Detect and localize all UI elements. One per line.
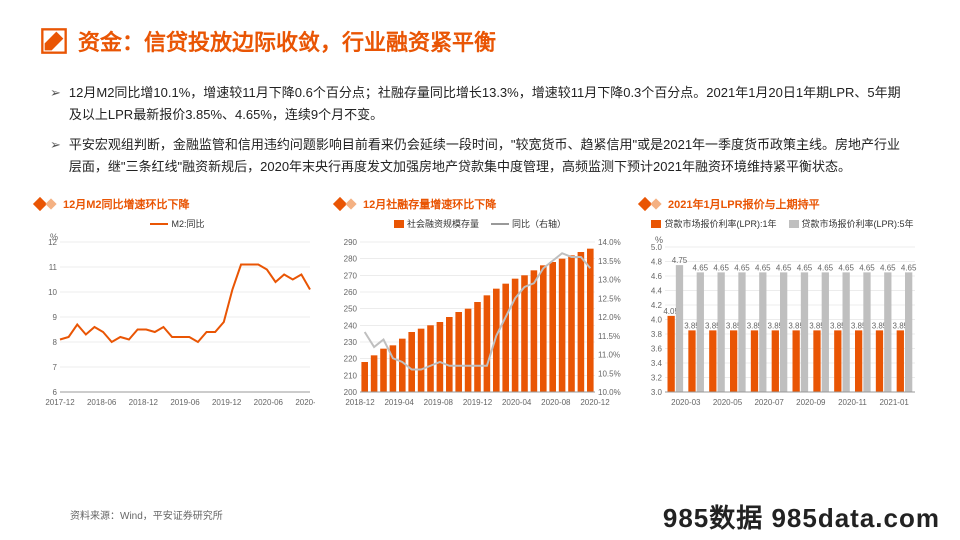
chart-title: 12月社融存量增速环比下降	[335, 196, 625, 212]
page-header: 资金：信贷投放边际收敛，行业融资紧平衡	[0, 0, 960, 72]
bullet-list: ➢12月M2同比增10.1%，增速较11月下降0.6个百分点；社融存量同比增长1…	[0, 72, 960, 191]
svg-text:4.65: 4.65	[859, 264, 875, 273]
bullet-text: 平安宏观组判断，金融监管和信用违约问题影响目前看来仍会延续一段时间，"较宽货币、…	[69, 134, 910, 178]
svg-text:3.6: 3.6	[651, 345, 663, 354]
svg-text:6: 6	[53, 388, 58, 397]
svg-text:4.65: 4.65	[797, 264, 813, 273]
svg-text:2017-12: 2017-12	[45, 398, 75, 407]
chart-m2: 12月M2同比增速环比下降 M2:同比 6789101112%2017-1220…	[35, 196, 320, 417]
svg-text:7: 7	[53, 363, 58, 372]
svg-text:9: 9	[53, 313, 58, 322]
svg-text:4.65: 4.65	[818, 264, 834, 273]
svg-text:4.65: 4.65	[776, 264, 792, 273]
svg-text:11: 11	[49, 263, 58, 272]
svg-text:14.0%: 14.0%	[598, 238, 621, 247]
svg-text:2020-12: 2020-12	[580, 398, 610, 407]
svg-text:10: 10	[48, 288, 57, 297]
edit-icon	[40, 27, 68, 55]
chart-title: 12月M2同比增速环比下降	[35, 196, 320, 212]
svg-text:3.4: 3.4	[651, 359, 663, 368]
svg-text:240: 240	[344, 322, 358, 331]
chart-svg: 3.03.23.43.63.84.04.24.44.64.85.0%4.053.…	[640, 232, 920, 417]
svg-text:12.5%: 12.5%	[598, 295, 621, 304]
page-title: 资金：信贷投放边际收敛，行业融资紧平衡	[78, 25, 496, 57]
source-text: 资料来源：Wind，平安证券研究所	[70, 507, 223, 522]
svg-text:4.4: 4.4	[651, 287, 663, 296]
svg-text:3.0: 3.0	[651, 388, 663, 397]
svg-text:2020-08: 2020-08	[541, 398, 571, 407]
svg-text:2020-03: 2020-03	[671, 398, 701, 407]
svg-text:10.0%: 10.0%	[598, 388, 621, 397]
svg-text:2018-12: 2018-12	[345, 398, 375, 407]
svg-text:4.65: 4.65	[693, 264, 709, 273]
svg-text:4.65: 4.65	[755, 264, 771, 273]
svg-text:2019-12: 2019-12	[212, 398, 242, 407]
svg-text:4.65: 4.65	[838, 264, 854, 273]
svg-text:290: 290	[344, 238, 358, 247]
svg-text:3.8: 3.8	[651, 330, 663, 339]
svg-text:8: 8	[53, 338, 58, 347]
svg-text:4.65: 4.65	[901, 264, 917, 273]
bullet-marker: ➢	[50, 82, 61, 126]
svg-text:4.0: 4.0	[651, 316, 663, 325]
svg-text:2018-06: 2018-06	[87, 398, 117, 407]
svg-text:%: %	[50, 232, 58, 242]
chart-title: 2021年1月LPR报价与上期持平	[640, 196, 925, 212]
svg-text:230: 230	[344, 338, 358, 347]
svg-text:11.5%: 11.5%	[598, 332, 620, 341]
svg-text:210: 210	[344, 372, 358, 381]
svg-text:11.0%: 11.0%	[598, 351, 620, 360]
svg-text:2020-04: 2020-04	[502, 398, 532, 407]
svg-text:2020-09: 2020-09	[796, 398, 826, 407]
svg-text:2019-06: 2019-06	[170, 398, 200, 407]
svg-text:2020-07: 2020-07	[754, 398, 784, 407]
svg-text:3.2: 3.2	[651, 374, 663, 383]
chart-svg: 6789101112%2017-122018-062018-122019-062…	[35, 232, 315, 417]
chart-svg: 200 210 220 230 240 250 260 270 280 290 10.0% 10.5%…	[335, 232, 625, 417]
chart-legend: 贷款市场报价利率(LPR):1年 贷款市场报价利率(LPR):5年	[640, 217, 925, 230]
svg-text:260: 260	[344, 288, 358, 297]
svg-text:2018-12: 2018-12	[129, 398, 159, 407]
svg-text:4.65: 4.65	[713, 264, 729, 273]
svg-text:13.0%: 13.0%	[598, 276, 621, 285]
svg-text:2019-04: 2019-04	[384, 398, 414, 407]
svg-text:220: 220	[344, 355, 358, 364]
svg-text:4.2: 4.2	[651, 301, 663, 310]
svg-text:4.75: 4.75	[672, 257, 688, 266]
svg-text:4.65: 4.65	[880, 264, 896, 273]
svg-text:4.6: 4.6	[651, 272, 663, 281]
svg-text:4.8: 4.8	[651, 258, 663, 267]
bullet-marker: ➢	[50, 134, 61, 178]
svg-text:2021-01: 2021-01	[879, 398, 909, 407]
svg-text:13.5%: 13.5%	[598, 257, 621, 266]
svg-text:4.65: 4.65	[734, 264, 750, 273]
svg-text:2019-08: 2019-08	[424, 398, 454, 407]
svg-text:280: 280	[344, 255, 358, 264]
chart-legend: M2:同比	[35, 217, 320, 230]
svg-text:12.0%: 12.0%	[598, 313, 621, 322]
svg-text:270: 270	[344, 272, 358, 281]
chart-social-financing: 12月社融存量增速环比下降 社会融资规模存量 同比（右轴） 2002102202…	[335, 196, 625, 417]
svg-text:2019-12: 2019-12	[463, 398, 493, 407]
svg-text:250: 250	[344, 305, 358, 314]
charts-row: 12月M2同比增速环比下降 M2:同比 6789101112%2017-1220…	[0, 191, 960, 417]
watermark: 985数据 985data.com	[663, 498, 940, 535]
chart-lpr: 2021年1月LPR报价与上期持平 贷款市场报价利率(LPR):1年 贷款市场报…	[640, 196, 925, 417]
svg-text:2020-12: 2020-12	[295, 398, 315, 407]
svg-text:%: %	[655, 235, 663, 245]
chart-legend: 社会融资规模存量 同比（右轴）	[335, 217, 625, 230]
svg-text:2020-06: 2020-06	[254, 398, 284, 407]
bullet-item: ➢平安宏观组判断，金融监管和信用违约问题影响目前看来仍会延续一段时间，"较宽货币…	[50, 134, 910, 178]
bullet-text: 12月M2同比增10.1%，增速较11月下降0.6个百分点；社融存量同比增长13…	[69, 82, 910, 126]
svg-text:2020-05: 2020-05	[713, 398, 743, 407]
svg-text:2020-11: 2020-11	[838, 398, 867, 407]
bullet-item: ➢12月M2同比增10.1%，增速较11月下降0.6个百分点；社融存量同比增长1…	[50, 82, 910, 126]
svg-text:10.5%: 10.5%	[598, 370, 621, 379]
svg-text:200: 200	[344, 388, 358, 397]
